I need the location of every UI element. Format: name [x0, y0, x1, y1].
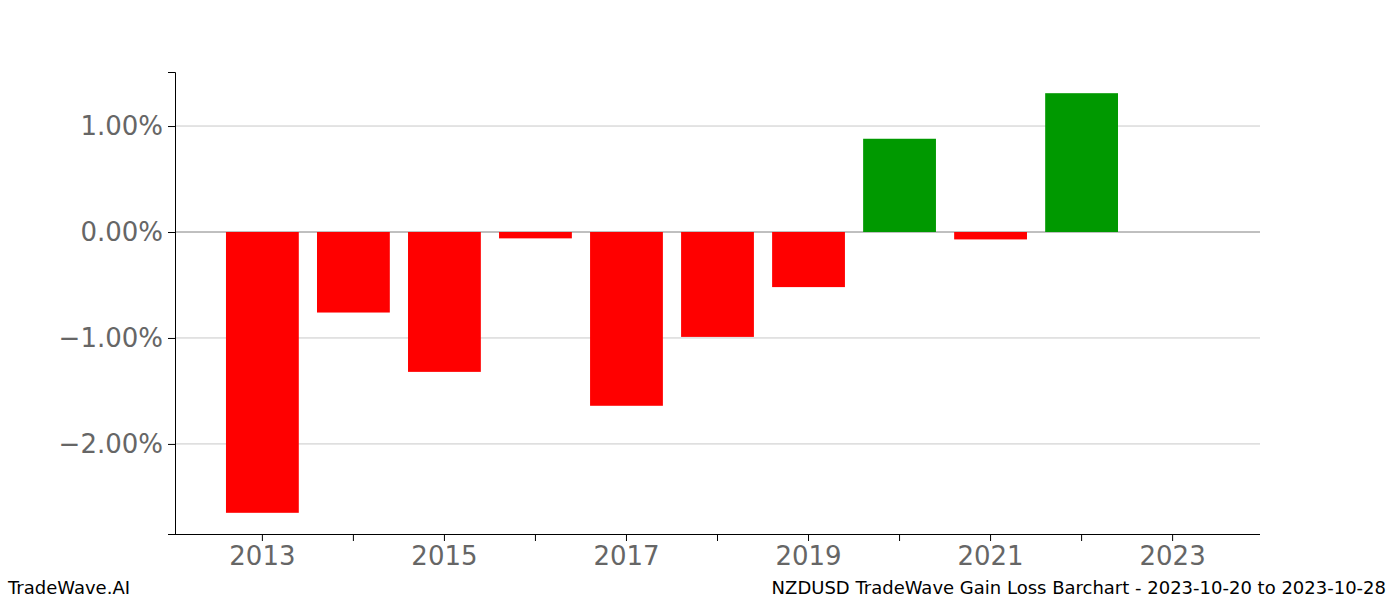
- x-tick-mark: [626, 534, 627, 541]
- bar: [772, 232, 845, 287]
- watermark: TradeWave.AI: [7, 577, 130, 598]
- bars: [226, 93, 1118, 513]
- x-axis: 2013 2015 2017 2019 2021 2023: [175, 534, 1260, 571]
- bar: [681, 232, 754, 337]
- x-tick: 2019: [775, 534, 841, 571]
- x-tick: 2023: [1140, 534, 1206, 571]
- y-tick-label: −1.00%: [59, 323, 163, 353]
- x-tick-mark: [1081, 534, 1082, 541]
- bar: [408, 232, 481, 372]
- bar: [863, 139, 936, 232]
- x-tick: [899, 534, 900, 541]
- x-tick-mark: [990, 534, 991, 541]
- x-tick: 2017: [593, 534, 659, 571]
- x-tick-mark: [717, 534, 718, 541]
- x-tick: 2021: [957, 534, 1023, 571]
- x-tick-mark: [262, 534, 263, 541]
- x-tick-label: 2015: [411, 541, 477, 571]
- y-tick: 1.00%: [80, 111, 175, 141]
- y-tick: 0.00%: [80, 217, 175, 247]
- x-tick: 2015: [411, 534, 477, 571]
- x-tick-mark: [535, 534, 536, 541]
- y-tick: −2.00%: [59, 429, 175, 459]
- x-tick-label: 2017: [593, 541, 659, 571]
- x-tick-label: 2019: [775, 541, 841, 571]
- y-axis-line: [168, 73, 176, 535]
- x-tick: [717, 534, 718, 541]
- bar: [954, 232, 1027, 239]
- y-tick-mark: [168, 444, 175, 445]
- x-tick-label: 2023: [1140, 541, 1206, 571]
- x-tick-mark: [1172, 534, 1173, 541]
- x-tick-mark: [444, 534, 445, 541]
- y-axis: −2.00% −1.00% 0.00% 1.00%: [59, 73, 176, 535]
- grid-line: [175, 337, 1260, 338]
- x-tick-mark: [808, 534, 809, 541]
- x-tick-label: 2013: [229, 541, 295, 571]
- y-tick-mark: [168, 232, 175, 233]
- y-tick-mark: [168, 126, 175, 127]
- x-tick: 2013: [229, 534, 295, 571]
- bar: [226, 232, 299, 513]
- y-tick-label: −2.00%: [59, 429, 163, 459]
- x-tick-mark: [353, 534, 354, 541]
- bar: [499, 232, 572, 238]
- x-tick-label: 2021: [957, 541, 1023, 571]
- y-tick-mark: [168, 338, 175, 339]
- y-tick: −1.00%: [59, 323, 175, 353]
- grid-line: [175, 443, 1260, 444]
- x-tick-mark: [899, 534, 900, 541]
- x-tick: [1081, 534, 1082, 541]
- x-tick: [353, 534, 354, 541]
- y-tick-label: 0.00%: [80, 217, 163, 247]
- title: NZDUSD TradeWave Gain Loss Barchart - 20…: [772, 577, 1386, 598]
- chart: −2.00%−1.00%0.00%1.00%201320152017201920…: [0, 0, 1400, 600]
- bar: [1045, 93, 1118, 232]
- bar: [317, 232, 390, 313]
- bar: [590, 232, 663, 406]
- y-tick-label: 1.00%: [80, 111, 163, 141]
- x-tick: [535, 534, 536, 541]
- bar: [1136, 232, 1209, 233]
